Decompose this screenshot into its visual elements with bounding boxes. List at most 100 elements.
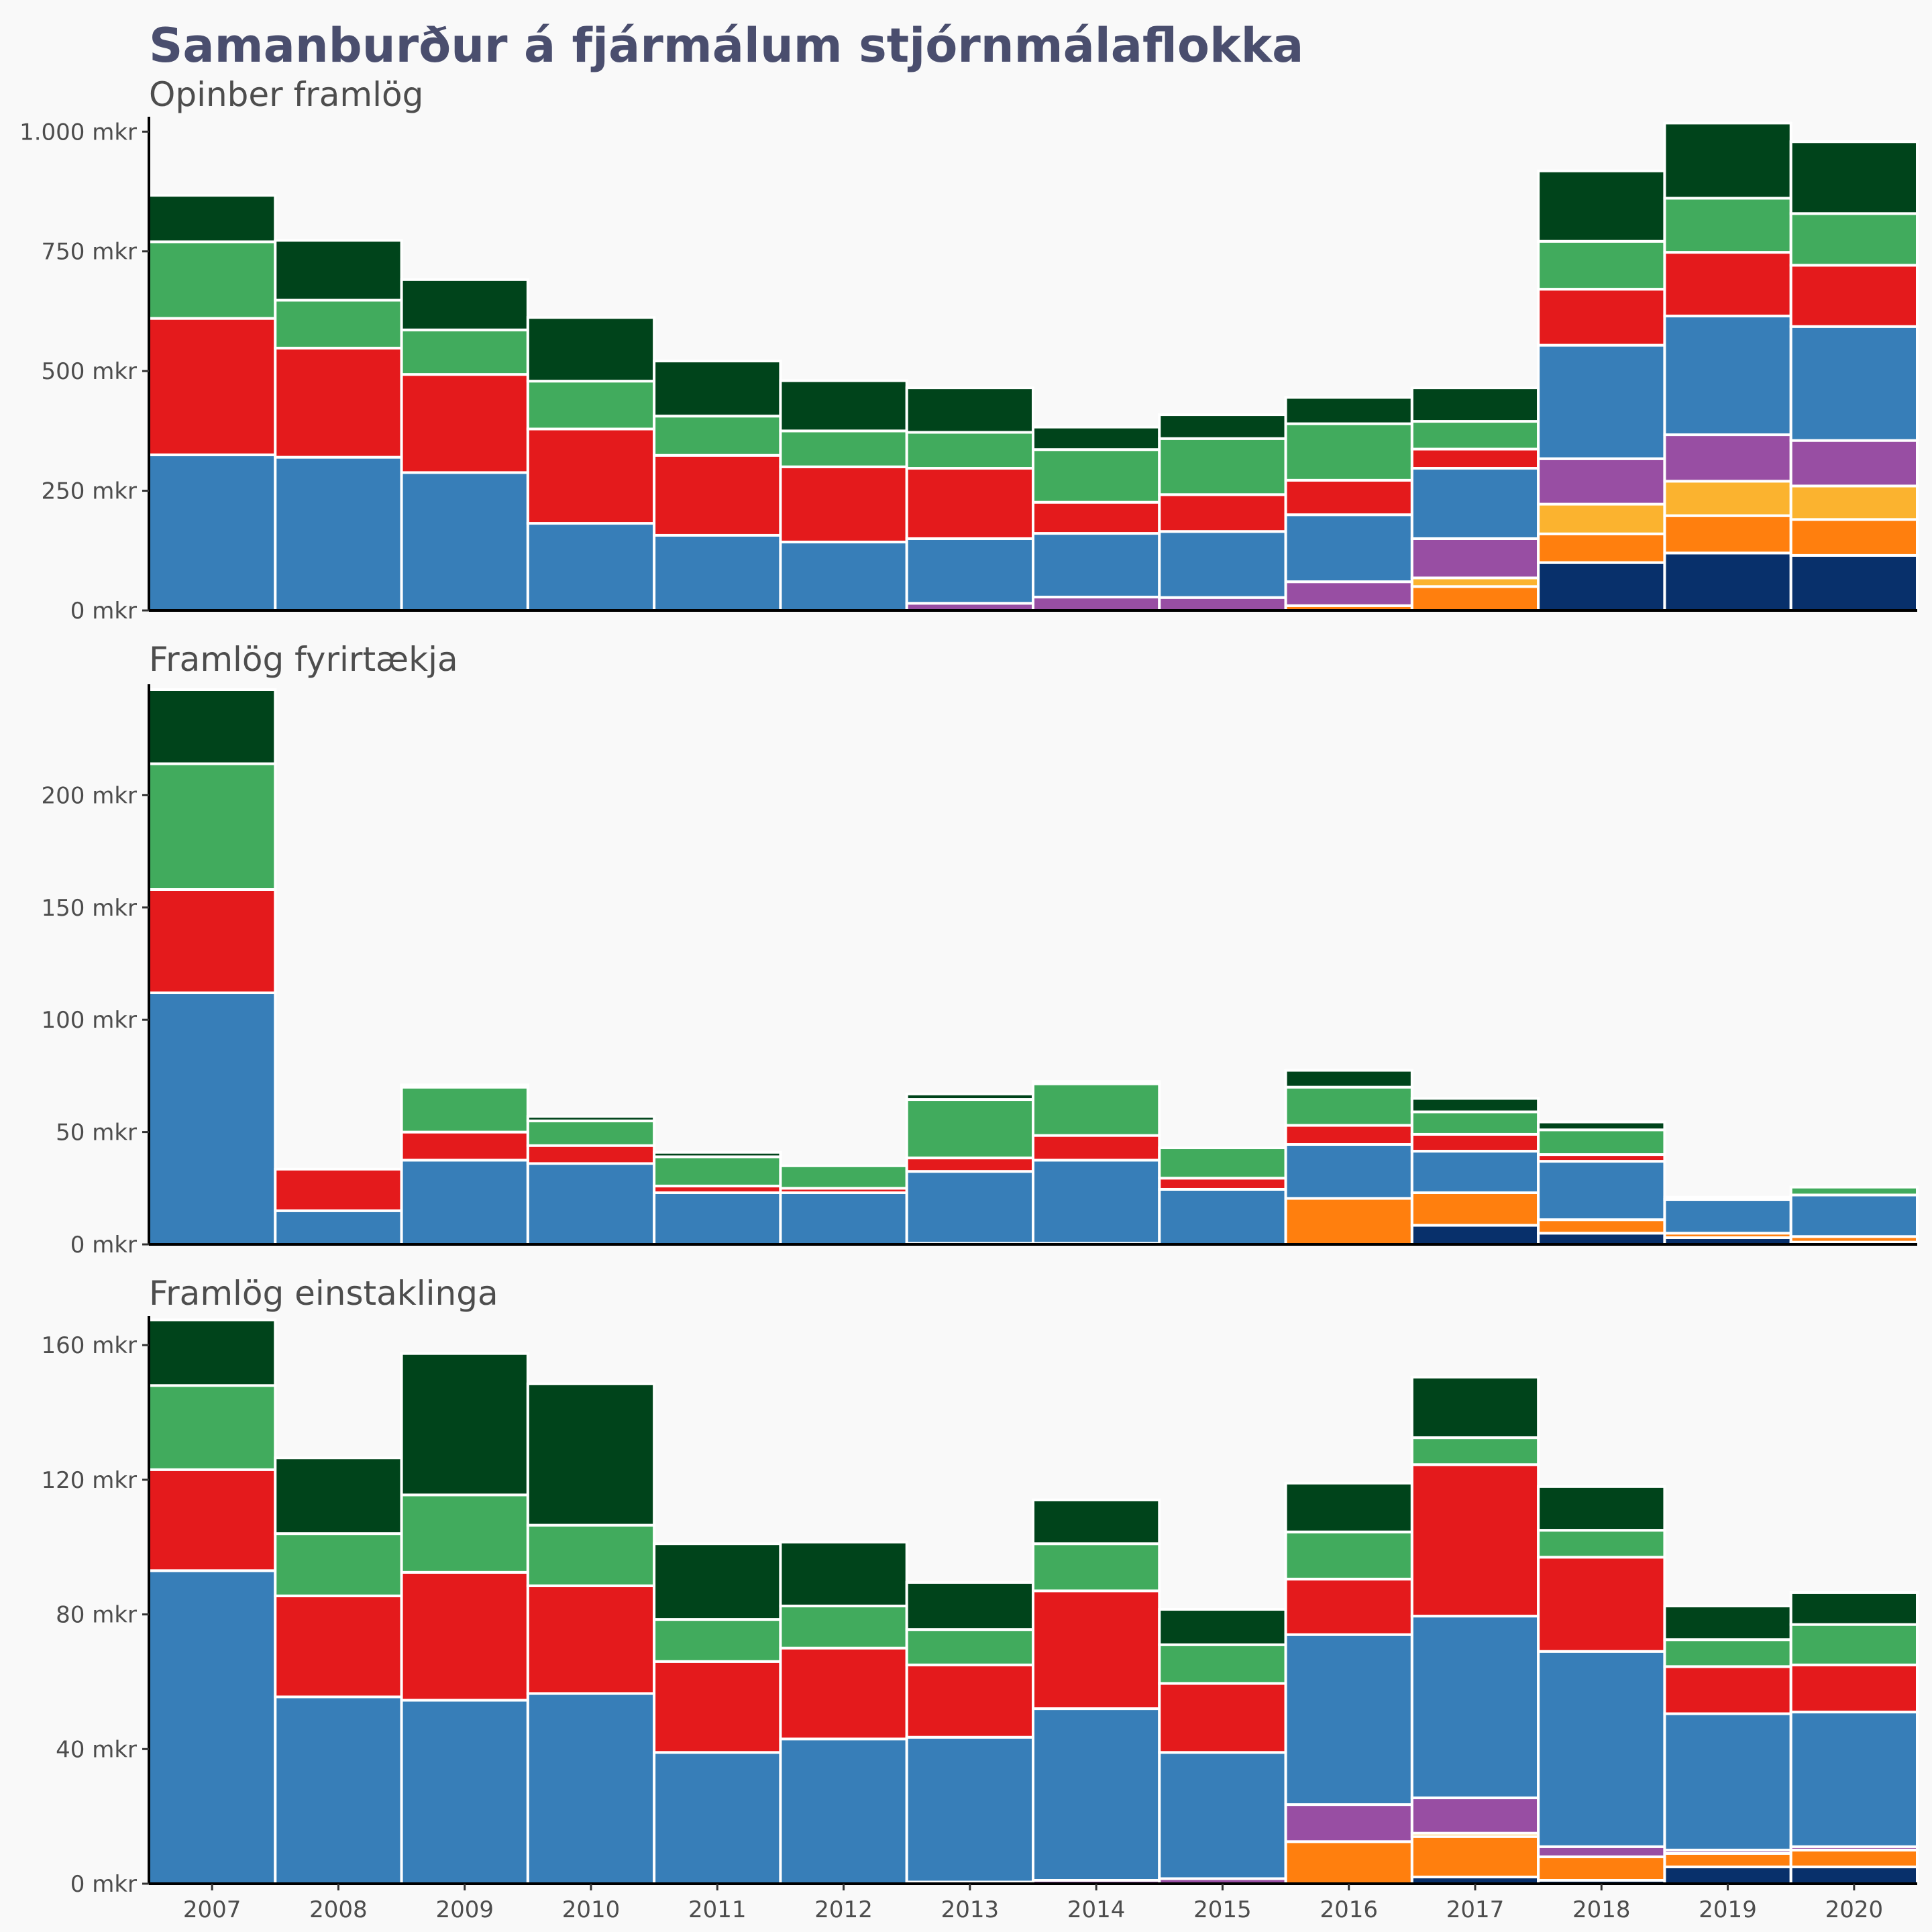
bar-segment-2019-red <box>1663 1665 1792 1715</box>
bar-segment-2012-blue <box>779 1737 908 1885</box>
bar-segment-2016-blue <box>1284 513 1413 584</box>
bar-segment-2015-blue <box>1158 1751 1287 1880</box>
bar-segment-2019-orange <box>1663 1851 1792 1868</box>
bar-segment-2009-red <box>400 373 529 474</box>
bar-segment-2008-red <box>274 1167 403 1212</box>
bar-segment-2019-blue <box>1663 1198 1792 1235</box>
bar-segment-2016-blue <box>1284 1143 1413 1200</box>
bar-segment-2010-green <box>526 1523 656 1587</box>
bar-segment-2007-blue <box>148 1569 277 1886</box>
bar-segment-2009-green <box>400 328 529 376</box>
bar-segment-2010-blue <box>526 1692 656 1885</box>
bar-segment-2018-darkgreen <box>1537 1120 1666 1132</box>
x-tick-label: 2013 <box>941 1896 1000 1923</box>
bar-segment-2010-green <box>526 1119 656 1147</box>
x-tick-label: 2017 <box>1446 1896 1505 1923</box>
bar-segment-2012-green <box>779 1164 908 1190</box>
bar-segment-2017-darkgreen <box>1410 386 1540 423</box>
panel-subtitle-einstaklinga: Framlög einstaklinga <box>149 1274 498 1313</box>
bar-segment-2020-green <box>1789 1623 1919 1666</box>
bar-segment-2018-navy <box>1537 1232 1666 1246</box>
bar-segment-2015-red <box>1158 1682 1287 1754</box>
bar-segment-2007-blue <box>148 991 277 1246</box>
bar-segment-2016-darkgreen <box>1284 396 1413 425</box>
bar-segment-2019-blue <box>1663 315 1792 437</box>
bar-segment-2010-red <box>526 427 656 525</box>
bar-segment-2007-darkgreen <box>148 688 277 765</box>
x-tick-label: 2012 <box>814 1896 873 1923</box>
bar-segment-2017-green <box>1410 420 1540 451</box>
bar-segment-2014-red <box>1032 1589 1161 1711</box>
bar-segment-2016-green <box>1284 1085 1413 1127</box>
bar-segment-2011-red <box>653 1660 782 1754</box>
bar-segment-2014-green <box>1032 448 1161 504</box>
x-tick-label: 2014 <box>1067 1896 1126 1923</box>
y-tick-label: 160 mkr <box>42 1332 138 1359</box>
bar-segment-2011-darkgreen <box>653 360 782 418</box>
x-tick-label: 2015 <box>1193 1896 1252 1923</box>
bar-segment-2017-purple <box>1410 537 1540 580</box>
y-tick-label: 0 mkr <box>70 598 137 625</box>
bar-segment-2007-green <box>148 1384 277 1471</box>
bar-segment-2019-orange <box>1663 514 1792 555</box>
bar-segment-2013-red <box>905 1663 1034 1739</box>
bar-segment-2017-red <box>1410 1463 1540 1618</box>
bar-segment-2013-darkgreen <box>905 386 1034 434</box>
bar-segment-2018-purple <box>1537 1845 1666 1858</box>
bar-segment-2016-blue <box>1284 1633 1413 1807</box>
bar-segment-2018-darkgreen <box>1537 169 1666 243</box>
bar-segment-2017-darkgreen <box>1410 1375 1540 1440</box>
bar-segment-2018-blue <box>1537 1650 1666 1848</box>
bar-segment-2018-orange <box>1537 1855 1666 1882</box>
bar-segment-2012-blue <box>779 1191 908 1246</box>
bar-segment-2016-red <box>1284 1124 1413 1146</box>
bar-segment-2008-green <box>274 299 403 350</box>
bar-segment-2012-green <box>779 1605 908 1650</box>
bar-segment-2011-blue <box>653 533 782 612</box>
bar-segment-2017-navy <box>1410 1224 1540 1246</box>
bar-segment-2009-red <box>400 1130 529 1162</box>
bar-segment-2016-green <box>1284 422 1413 482</box>
bar-segment-2010-red <box>526 1584 656 1695</box>
bar-segment-2010-blue <box>526 522 656 612</box>
bar-segment-2008-blue <box>274 455 403 612</box>
bar-segment-2020-orange <box>1789 1848 1919 1868</box>
x-tick-label: 2018 <box>1572 1896 1631 1923</box>
bar-segment-2017-red <box>1410 1132 1540 1153</box>
bar-segment-2016-red <box>1284 1577 1413 1636</box>
bar-segment-2014-red <box>1032 500 1161 535</box>
bar-segment-2019-darkgreen <box>1663 1605 1792 1642</box>
bar-segment-2018-green <box>1537 1128 1666 1157</box>
bar-segment-2010-darkgreen <box>526 1382 656 1527</box>
x-tick-label: 2020 <box>1825 1896 1884 1923</box>
x-tick-label: 2011 <box>688 1896 747 1923</box>
bar-segment-2007-green <box>148 240 277 320</box>
x-tick-label: 2019 <box>1699 1896 1757 1923</box>
bar-segment-2010-darkgreen <box>526 1115 656 1122</box>
bar-segment-2020-red <box>1789 264 1919 328</box>
bar-segment-2014-green <box>1032 1542 1161 1593</box>
y-tick-label: 750 mkr <box>42 239 138 266</box>
bar-segment-2015-blue <box>1158 1187 1287 1246</box>
bar-segment-2010-darkgreen <box>526 316 656 383</box>
bar-segment-2009-blue <box>400 471 529 612</box>
x-tick-label: 2007 <box>183 1896 241 1923</box>
bars-einstaklinga <box>148 1318 1919 1886</box>
bar-segment-2011-green <box>653 415 782 457</box>
bar-segment-2007-blue <box>148 453 277 612</box>
y-tick-label: 500 mkr <box>42 358 138 385</box>
bar-segment-2016-darkgreen <box>1284 1481 1413 1534</box>
bar-segment-2016-red <box>1284 478 1413 517</box>
bar-segment-2013-red <box>905 1157 1034 1173</box>
bar-segment-2015-green <box>1158 1146 1287 1180</box>
bar-segment-2019-red <box>1663 251 1792 318</box>
bar-segment-2018-blue <box>1537 1160 1666 1222</box>
bar-segment-2016-purple <box>1284 1803 1413 1843</box>
bar-segment-2019-yellow <box>1663 480 1792 517</box>
bar-segment-2011-blue <box>653 1751 782 1886</box>
y-axis-einstaklinga: 0 mkr 40 mkr 80 mkr 120 mkr 160 mkr <box>42 1316 1917 1898</box>
chart-title: Samanburður á fjármálum stjórnmálaflokka <box>149 18 1303 73</box>
bar-segment-2017-green <box>1410 1110 1540 1136</box>
bar-segment-2014-green <box>1032 1082 1161 1137</box>
